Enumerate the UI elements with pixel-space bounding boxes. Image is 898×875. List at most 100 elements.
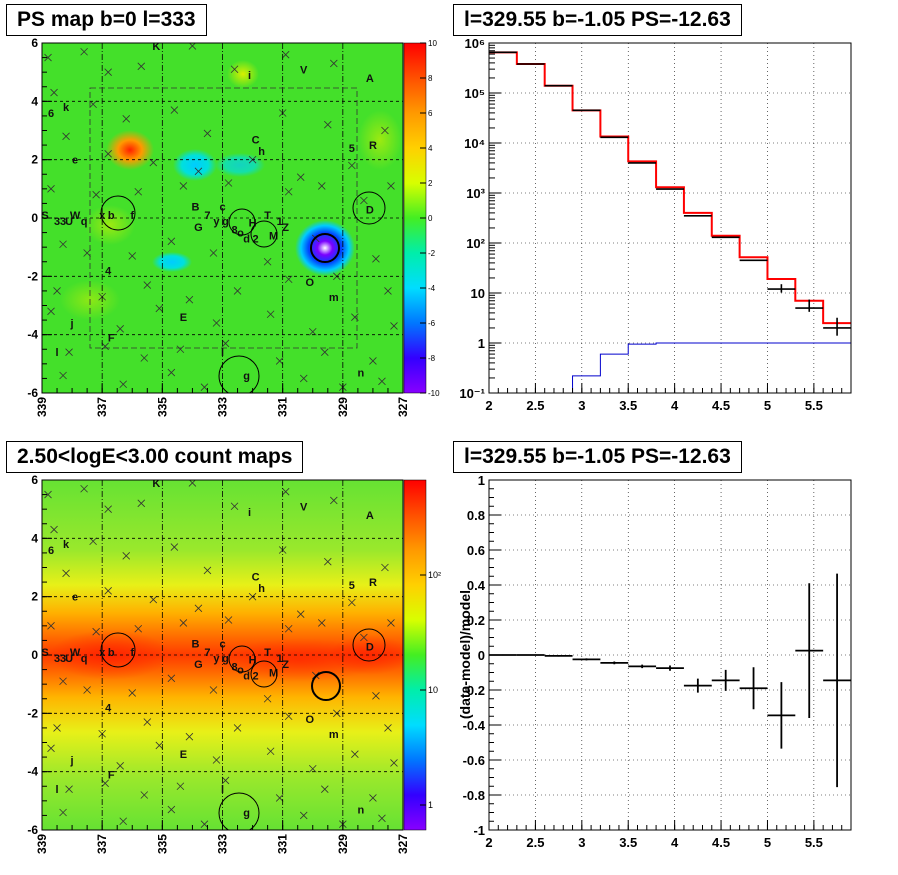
- tl-source-cross: [360, 196, 368, 205]
- tl-source-label: l: [56, 347, 59, 359]
- bl-source-label: y: [213, 653, 220, 665]
- tl-ytick-label: 6: [31, 36, 38, 50]
- bl-source-label: 2: [253, 670, 259, 682]
- tl-source-cross: [104, 68, 112, 76]
- residual-xtick-label: 5.5: [805, 835, 823, 850]
- tl-source-label: V: [300, 64, 308, 76]
- tl-source-cross: [167, 237, 176, 246]
- tl-source-label: i: [248, 70, 251, 82]
- tl-source-cross: [308, 327, 317, 336]
- bl-source-cross: [209, 686, 218, 694]
- bl-source-label: k: [63, 539, 70, 551]
- bl-source-label: G: [194, 659, 203, 671]
- bl-source-cross: [59, 808, 67, 817]
- tl-source-label: K: [152, 41, 160, 53]
- bl-source-label: n: [358, 805, 365, 817]
- tl-source-label: G: [194, 222, 203, 234]
- bl-source-label: g: [243, 808, 250, 820]
- bl-source-label: 6: [48, 545, 54, 557]
- tl-source-label: M: [269, 231, 278, 243]
- bl-source-cross: [50, 525, 58, 534]
- tl-source-cross: [369, 357, 377, 365]
- bl-source-label: C: [252, 571, 260, 583]
- bl-source-cross: [149, 595, 158, 604]
- bl-source-label: c: [219, 638, 225, 650]
- bl-source-cross: [104, 505, 112, 513]
- bl-source-cross: [128, 689, 137, 697]
- spectrum-ytick-label: 1: [478, 336, 485, 351]
- tl-ytick-label: -2: [27, 269, 38, 283]
- tl-source-label: U: [65, 216, 73, 228]
- tl-source-label: x: [99, 210, 106, 222]
- spectrum-ytick-label: 10: [471, 286, 485, 301]
- tl-source-cross: [47, 185, 55, 193]
- tl-source-cross: [203, 129, 212, 138]
- tl-source-label: m: [329, 292, 339, 304]
- bl-xtick-label: 339: [35, 834, 49, 854]
- countmap-cbar-label: 10²: [428, 570, 441, 580]
- tl-source-label: k: [63, 102, 70, 114]
- bl-source-cross: [47, 622, 55, 630]
- psmap-cbar-label: 10: [428, 39, 437, 48]
- bl-source-cross: [321, 785, 329, 793]
- tl-source-label: F: [108, 333, 115, 345]
- bl-source-cross: [221, 776, 230, 785]
- bl-source-cross: [360, 633, 368, 642]
- bl-source-label: e: [72, 592, 78, 604]
- tl-source-cross: [179, 182, 188, 190]
- bl-source-cross: [299, 811, 308, 820]
- bl-ytick-label: -4: [27, 765, 38, 779]
- bl-source-label: 7: [204, 647, 210, 659]
- tl-source-label: e: [72, 155, 78, 167]
- bl-source-cross: [203, 566, 212, 575]
- tl-source-cross: [62, 132, 70, 141]
- psmap-cbar-label: 2: [428, 179, 433, 188]
- tl-source-cross: [348, 161, 356, 170]
- bl-source-cross: [233, 724, 242, 732]
- tl-source-label: E: [180, 312, 187, 324]
- tl-source-cross: [185, 295, 194, 304]
- bl-source-label: 8: [231, 662, 237, 674]
- bl-source-label: h: [258, 583, 265, 595]
- tl-source-cross: [44, 53, 52, 62]
- bl-source-cross: [119, 817, 128, 826]
- tl-source-cross: [80, 47, 88, 56]
- tl-source-label: c: [219, 201, 225, 213]
- tl-source-cross: [149, 158, 158, 167]
- spectrum-xtick-label: 5: [764, 398, 771, 413]
- tl-source-cross: [317, 182, 326, 190]
- bl-source-cross: [351, 750, 359, 758]
- tl-source-cross: [170, 106, 179, 114]
- tl-source-label: j: [70, 318, 74, 330]
- tl-source-cross: [384, 287, 392, 295]
- residual-ytick-label: 0.4: [467, 578, 486, 593]
- tl-source-cross: [221, 339, 230, 348]
- tl-source-cross: [137, 62, 146, 71]
- bl-source-cross: [281, 487, 290, 496]
- tl-source-cross: [116, 325, 124, 333]
- tl-source-cross: [176, 345, 185, 354]
- tl-source-cross: [230, 65, 239, 74]
- bl-source-cross: [80, 484, 88, 493]
- bl-source-label: d: [243, 670, 250, 682]
- tl-source-cross: [296, 173, 305, 181]
- bl-source-cross: [348, 598, 356, 607]
- bl-source-cross: [179, 619, 188, 627]
- bl-ytick-label: 4: [31, 531, 38, 545]
- bl-source-label: A: [366, 510, 374, 522]
- psmap-cbar-label: 4: [428, 144, 433, 153]
- bl-xtick-label: 329: [336, 834, 350, 854]
- bl-source-cross: [155, 741, 164, 750]
- tl-source-cross: [83, 249, 91, 257]
- residual-ytick-label: -1: [473, 823, 485, 838]
- residual-ytick-label: -0.4: [463, 718, 486, 733]
- bl-source-label: Z: [282, 659, 289, 671]
- bl-source-label: x: [99, 647, 106, 659]
- bl-source-cross: [308, 764, 317, 773]
- tl-xtick-label: 335: [155, 397, 169, 417]
- tl-source-label: o: [237, 228, 244, 240]
- bl-source-label: U: [65, 653, 73, 665]
- tl-source-label: 5: [349, 143, 355, 155]
- tl-ytick-label: -4: [27, 328, 38, 342]
- tl-xtick-label: 329: [336, 397, 350, 417]
